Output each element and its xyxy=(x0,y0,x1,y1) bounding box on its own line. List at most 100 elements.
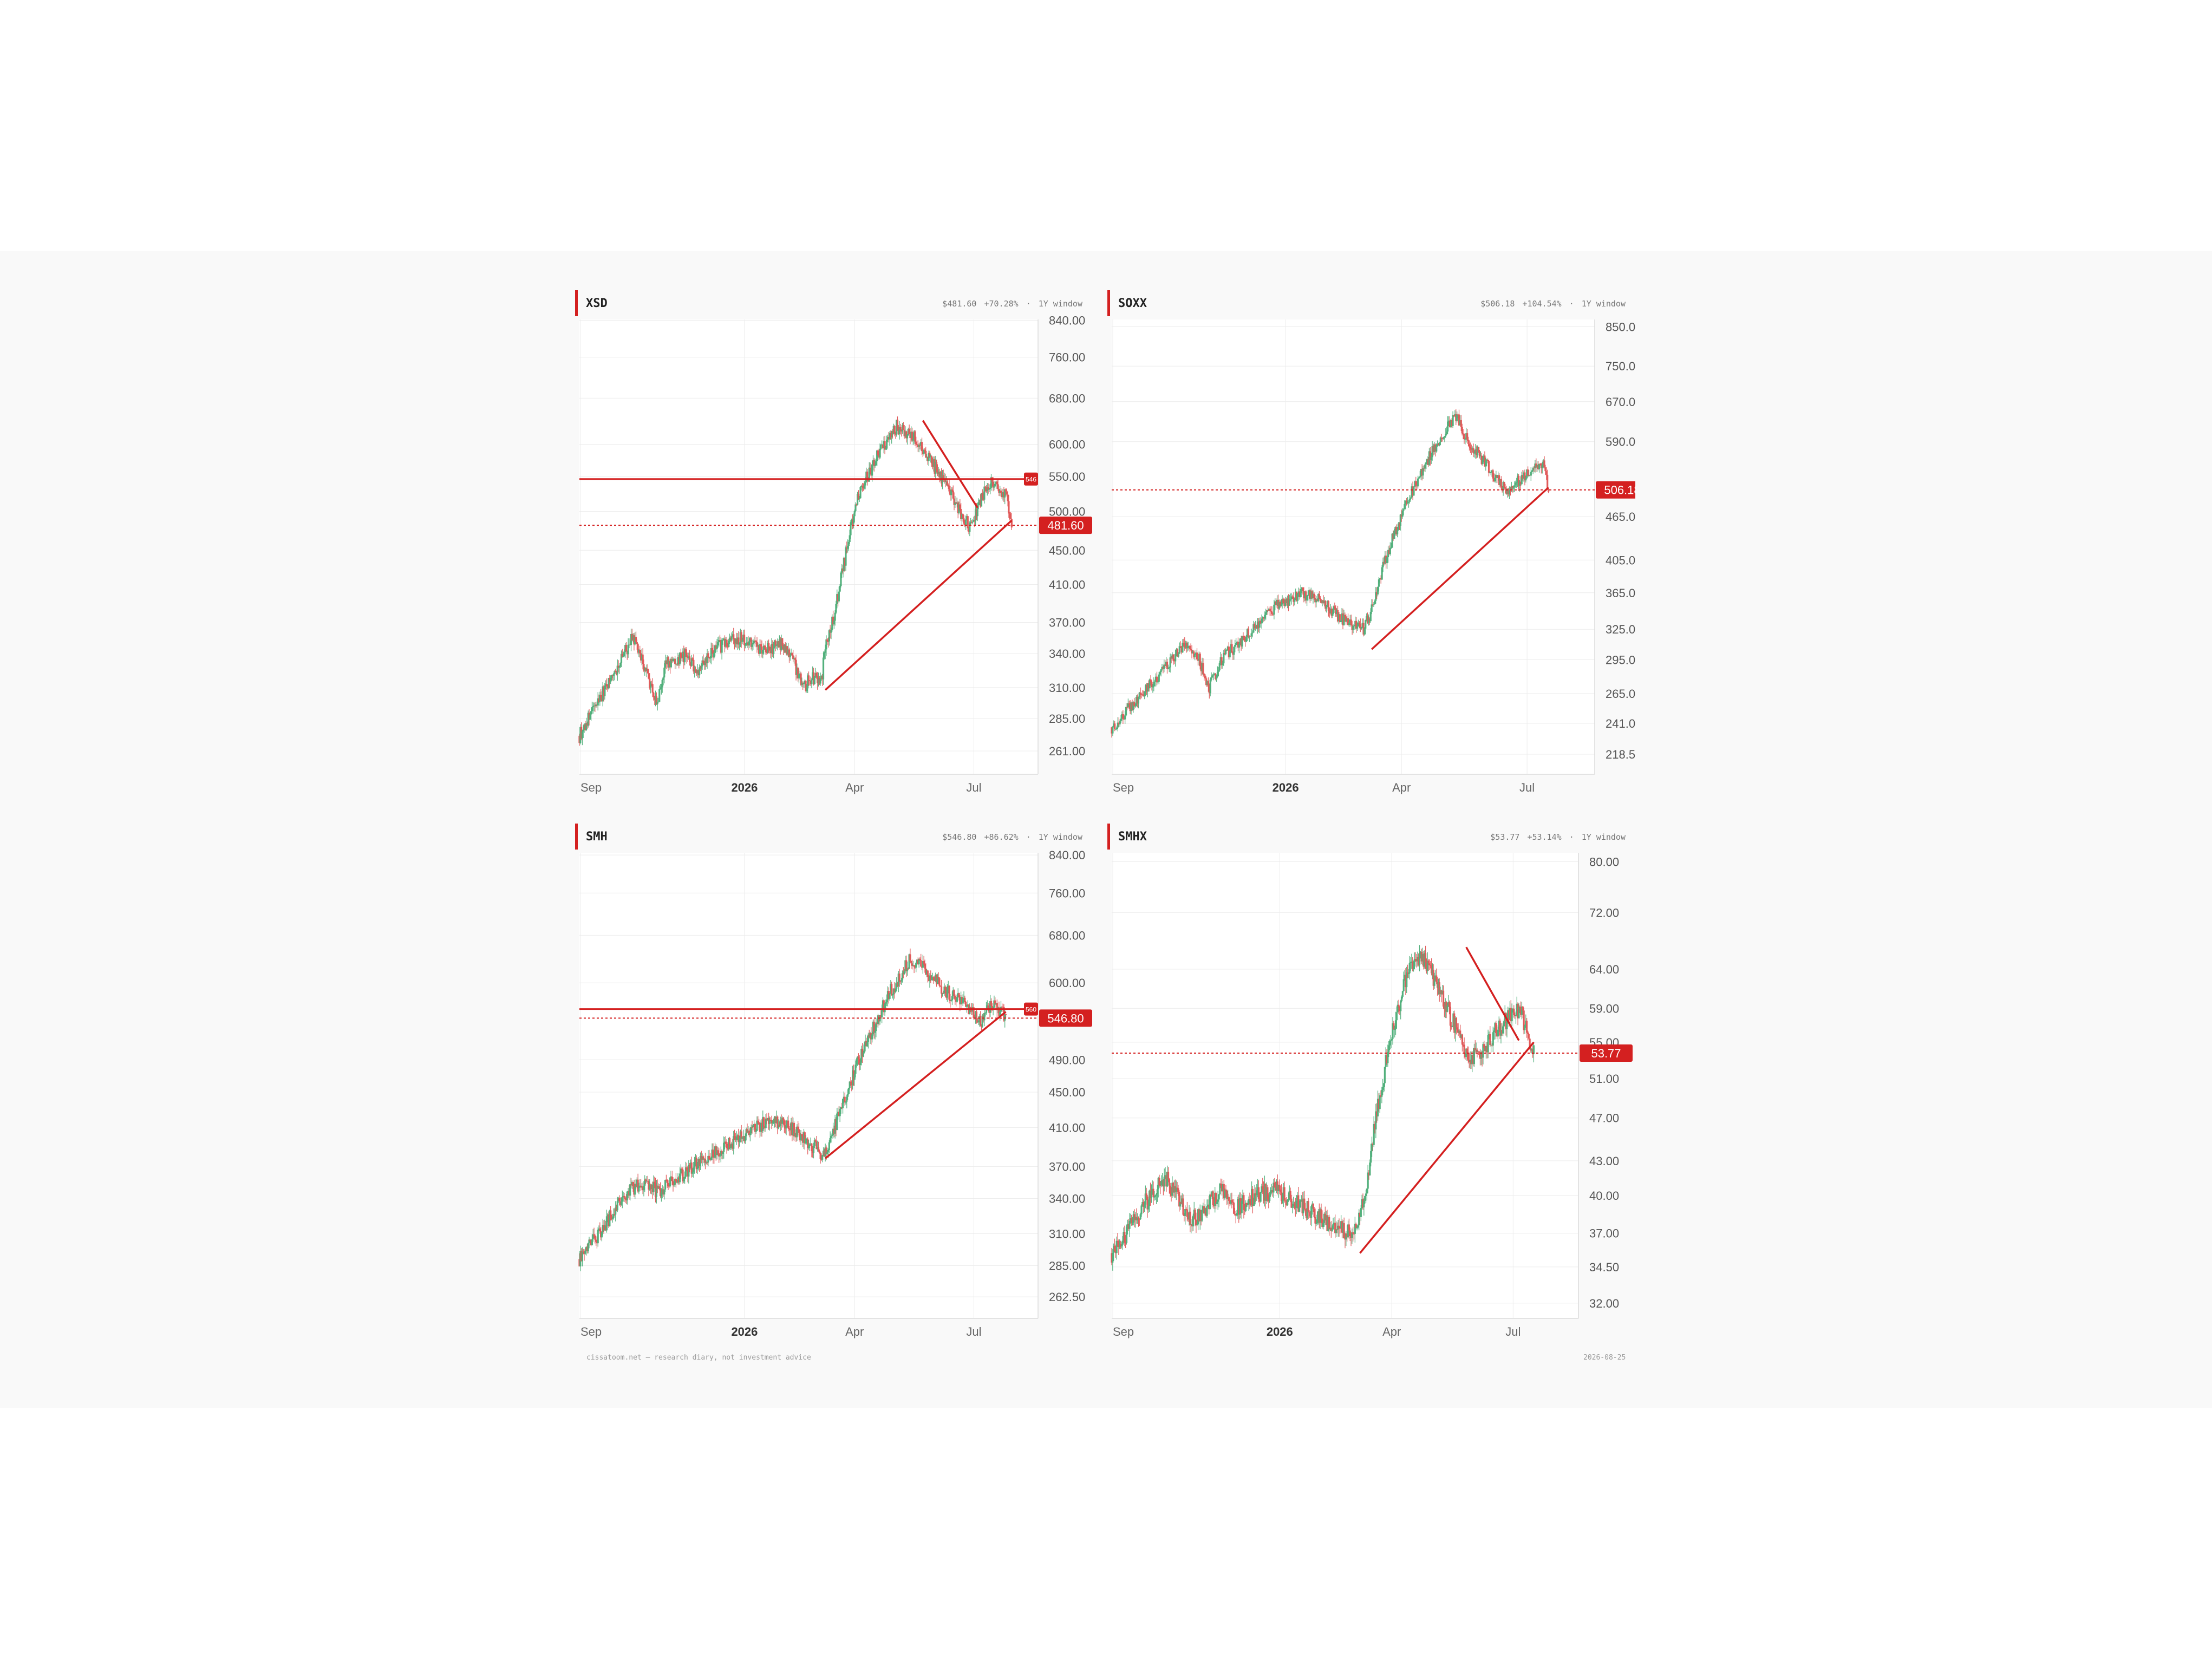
candle-body xyxy=(704,658,707,665)
candle-body xyxy=(967,516,969,528)
candle-body xyxy=(843,558,845,572)
candle-body xyxy=(694,669,696,672)
candle-body xyxy=(907,968,909,969)
candle-body xyxy=(833,1128,835,1134)
candle-body xyxy=(965,1005,968,1007)
candle-body xyxy=(827,1149,830,1152)
candle-body xyxy=(924,964,926,969)
candle-body xyxy=(742,1136,745,1138)
candle-body xyxy=(808,1144,811,1146)
candle-body xyxy=(960,997,962,1004)
candle-body xyxy=(635,637,637,643)
candle-body xyxy=(1158,1178,1160,1186)
candle-body xyxy=(671,659,673,661)
candle-body xyxy=(750,638,752,647)
candle-body xyxy=(1166,662,1169,669)
candle-body xyxy=(726,1144,728,1148)
candle-body xyxy=(1296,591,1298,601)
candle-body xyxy=(739,1131,741,1139)
candle-body xyxy=(1184,643,1186,648)
candle-body xyxy=(857,494,860,499)
candle-body xyxy=(1524,1025,1526,1030)
candle-body xyxy=(846,547,848,549)
candle-body xyxy=(1343,615,1345,625)
candle-body xyxy=(1215,676,1218,680)
candle-body xyxy=(616,665,618,675)
candle-body xyxy=(632,635,634,641)
candle-body xyxy=(786,646,788,655)
candle-body xyxy=(1214,1192,1216,1206)
candle-body xyxy=(1254,1193,1256,1205)
candle-body xyxy=(649,678,651,688)
candle-body xyxy=(897,974,899,987)
candle-body xyxy=(654,696,657,700)
candle-body xyxy=(1009,513,1011,519)
candle-body xyxy=(1145,1193,1147,1197)
candle-body xyxy=(1468,1061,1470,1062)
candle-body xyxy=(1304,1209,1307,1210)
candle-body xyxy=(644,667,647,671)
candle-body xyxy=(901,424,904,432)
candle-body xyxy=(744,1136,746,1141)
candle-body xyxy=(1336,610,1338,615)
candle-body xyxy=(911,432,913,441)
candle-body xyxy=(786,1120,788,1126)
candle-body xyxy=(758,645,760,654)
candle-body xyxy=(1456,414,1458,421)
candle-body xyxy=(614,671,616,675)
y-tick-label: 410.00 xyxy=(1049,1121,1085,1134)
candle-body xyxy=(907,429,909,435)
trend-line-support xyxy=(825,1011,1007,1159)
candle-body xyxy=(830,630,832,633)
candle-body xyxy=(608,677,610,689)
candle-body xyxy=(1117,1240,1119,1242)
candle-body xyxy=(1306,1201,1308,1218)
candle-body xyxy=(851,1083,853,1086)
candle-body xyxy=(1484,1048,1486,1051)
candle-body xyxy=(1542,460,1544,465)
candle-body xyxy=(1354,621,1356,626)
candle-body xyxy=(1223,653,1225,664)
candle-body xyxy=(1284,1200,1287,1201)
candle-body xyxy=(1302,1198,1304,1213)
y-tick-label: 80.00 xyxy=(1589,855,1619,869)
candle-body xyxy=(1345,1233,1347,1240)
candle-body xyxy=(1539,463,1542,465)
candle-body xyxy=(638,1186,640,1192)
candle-body xyxy=(800,1134,802,1141)
candle-body xyxy=(936,469,938,475)
candle-body xyxy=(850,1081,852,1083)
ticker-meta: $53.77 +53.14% · 1Y window xyxy=(1483,832,1626,842)
y-tick-label: 295.00 xyxy=(1606,653,1635,667)
candle-body xyxy=(1251,1188,1254,1206)
candle-body xyxy=(1448,1002,1451,1007)
candle-body xyxy=(1192,651,1194,654)
candle-body xyxy=(970,1007,972,1008)
candle-body xyxy=(757,1120,759,1123)
window-text: 1Y window xyxy=(1581,299,1626,309)
candle-body xyxy=(1417,957,1419,962)
candle-body xyxy=(1263,617,1265,619)
candle-body xyxy=(1320,1209,1322,1219)
candle-body xyxy=(1340,621,1342,622)
candle-body xyxy=(905,431,908,439)
candle-body xyxy=(771,644,773,654)
candle-body xyxy=(1275,1181,1278,1191)
candle-body xyxy=(862,486,865,488)
candle-body xyxy=(814,672,817,678)
candle-body xyxy=(915,963,917,968)
candle-body xyxy=(817,676,819,683)
candle-body xyxy=(1134,1217,1137,1220)
candle-body xyxy=(947,985,949,987)
candle-body xyxy=(663,1189,665,1195)
candle-body xyxy=(1169,1185,1171,1194)
candle-body xyxy=(1262,617,1264,619)
candle-body xyxy=(1326,1215,1328,1231)
candle-body xyxy=(1178,646,1180,654)
candle-body xyxy=(585,723,588,730)
candle-body xyxy=(1493,1030,1495,1033)
candle-body xyxy=(713,652,715,658)
candle-body xyxy=(1327,601,1330,611)
candle-body xyxy=(675,1179,677,1181)
candle-body xyxy=(768,646,771,651)
